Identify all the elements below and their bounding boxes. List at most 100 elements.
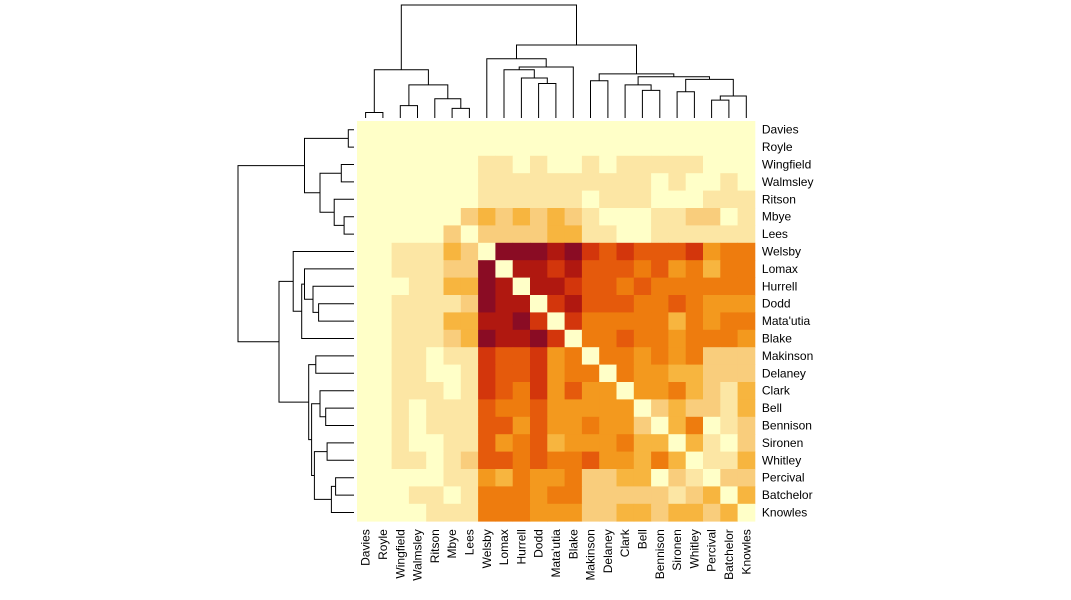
heatmap-cell [633, 208, 652, 226]
heatmap-cell [443, 242, 462, 261]
dendrogram-link [719, 95, 747, 118]
dendrogram-link [503, 69, 535, 118]
heatmap-cell [478, 121, 496, 139]
heatmap-cell [443, 434, 462, 452]
heatmap-cell [703, 208, 721, 226]
heatmap-cell [495, 312, 514, 331]
heatmap-cell [530, 347, 548, 365]
heatmap-cell [668, 329, 687, 348]
heatmap-cell [391, 173, 410, 191]
row-label: Davies [762, 123, 799, 137]
heatmap-cell [391, 416, 410, 435]
heatmap-cell [564, 190, 583, 209]
heatmap-cell [703, 277, 721, 296]
column-label: Mbye [445, 529, 459, 559]
row-label: Welsby [762, 245, 801, 259]
heatmap-cell [460, 434, 479, 452]
heatmap-cell [651, 382, 669, 400]
heatmap-cell [495, 329, 514, 348]
heatmap-cell [512, 434, 531, 452]
heatmap-cell [374, 208, 392, 226]
row-labels: Davies Royle Wingfield Walmsley Ritson Mbye Le… [762, 123, 814, 520]
dendrogram-link [325, 407, 354, 426]
heatmap-cell [564, 260, 583, 278]
heatmap-cell [720, 225, 738, 244]
heatmap-cell [720, 469, 738, 487]
heatmap-cell [530, 382, 548, 400]
heatmap-cell [357, 242, 375, 261]
heatmap-cell [651, 208, 669, 226]
heatmap-cell [668, 277, 687, 296]
dendrogram-link [598, 73, 675, 81]
heatmap-cell [737, 503, 756, 522]
heatmap-cell [581, 469, 600, 487]
heatmap-cell [720, 382, 738, 400]
heatmap-cell [443, 173, 462, 191]
heatmap-cell [651, 364, 669, 383]
dendrogram-link [313, 451, 332, 500]
column-label: Royle [376, 529, 390, 560]
heatmap-cell [391, 312, 410, 331]
heatmap-cell [581, 312, 600, 331]
heatmap-cell [720, 312, 738, 331]
heatmap-cell [651, 295, 669, 313]
heatmap-cell [512, 208, 531, 226]
heatmap-cell [720, 121, 738, 139]
heatmap-cell [720, 242, 738, 261]
dendrogram-link [326, 442, 354, 461]
heatmap-cell [374, 416, 392, 435]
heatmap-cell [426, 295, 444, 313]
heatmap-cell [391, 364, 410, 383]
heatmap-cell [530, 416, 548, 435]
heatmap-cell [651, 277, 669, 296]
heatmap-cell [599, 416, 617, 435]
column-label: Dodd [532, 529, 546, 558]
heatmap-cell [495, 399, 514, 418]
heatmap-cell [530, 486, 548, 505]
heatmap-cell [478, 190, 496, 209]
dendrogram-link [308, 364, 316, 441]
heatmap-cell [651, 451, 669, 470]
column-label: Whitley [687, 529, 701, 568]
column-label: Lees [462, 529, 476, 555]
heatmap-cell [530, 469, 548, 487]
heatmap-cell [668, 138, 687, 157]
heatmap-cell [530, 138, 548, 157]
heatmap-cell [443, 312, 462, 331]
dendrogram-link [312, 285, 354, 313]
heatmap-cell [581, 295, 600, 313]
heatmap-cell [512, 399, 531, 418]
heatmap-cell [530, 242, 548, 261]
heatmap-cell [460, 503, 479, 522]
heatmap-cell [374, 382, 392, 400]
heatmap-cell [443, 155, 462, 174]
heatmap-cell [426, 329, 444, 348]
heatmap-cell [581, 155, 600, 174]
heatmap-cell [581, 260, 600, 278]
heatmap-cell [547, 329, 565, 348]
heatmap-cell [720, 434, 738, 452]
heatmap-cell [564, 364, 583, 383]
heatmap-cell [426, 451, 444, 470]
heatmap-cell [547, 469, 565, 487]
heatmap-cell [703, 155, 721, 174]
heatmap-cell [408, 225, 427, 244]
heatmap-cell [391, 329, 410, 348]
heatmap-cell [512, 416, 531, 435]
heatmap-cell [685, 364, 704, 383]
heatmap-cell [599, 312, 617, 331]
heatmap-cell [668, 434, 687, 452]
heatmap-cell [443, 225, 462, 244]
heatmap-cell [633, 364, 652, 383]
heatmap-cell [737, 208, 756, 226]
heatmap-cell [737, 329, 756, 348]
heatmap-cell [651, 347, 669, 365]
heatmap-cell [530, 503, 548, 522]
heatmap-cell [564, 277, 583, 296]
heatmap-cell [685, 312, 704, 331]
heatmap-cell [391, 382, 410, 400]
heatmap-cell [651, 434, 669, 452]
heatmap-cell [357, 347, 375, 365]
heatmap-cell [616, 503, 635, 522]
heatmap-cell [616, 451, 635, 470]
